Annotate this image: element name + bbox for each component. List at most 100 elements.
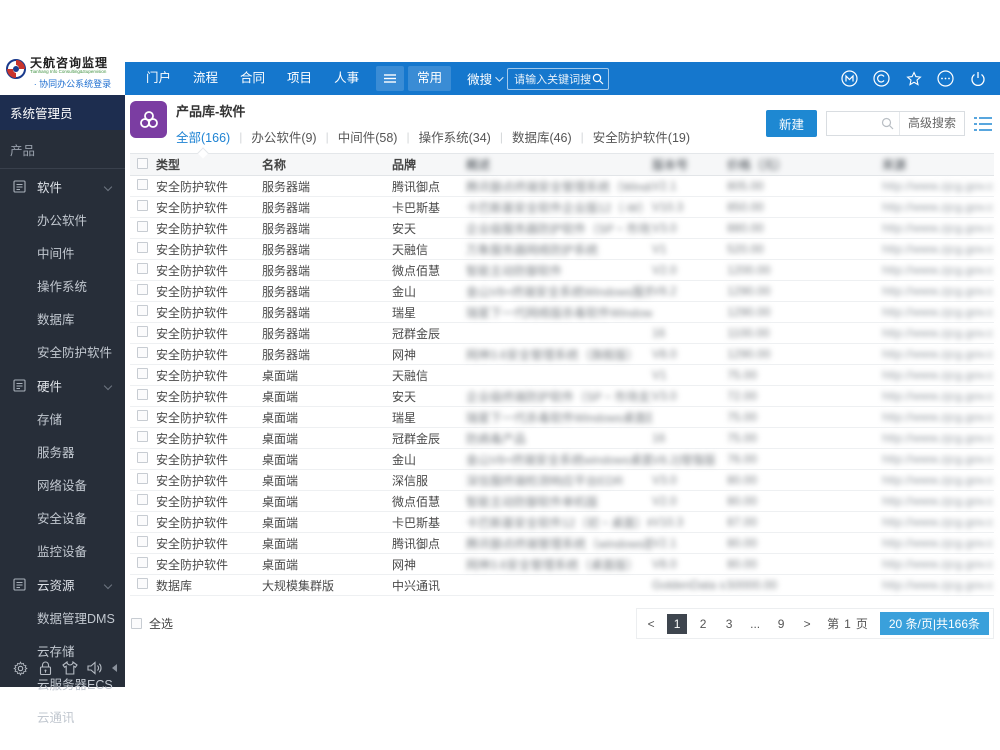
sidebar-group-3[interactable]: 云资源: [0, 567, 125, 601]
nav-item-3[interactable]: 合同: [240, 71, 266, 85]
row-checkbox[interactable]: [137, 452, 148, 463]
more-modules-button[interactable]: [376, 66, 405, 91]
source-cell: http://www.zjcg.gov.cn/djg/: [882, 221, 994, 235]
enterprise-e-icon[interactable]: [873, 70, 890, 87]
sidebar-group-1[interactable]: 软件: [0, 169, 125, 203]
sidebar-item-安全防护软件[interactable]: 安全防护软件: [37, 346, 113, 360]
sidebar-item-云服务器ECS[interactable]: 云服务器ECS: [37, 678, 113, 692]
sidebar-item-存储[interactable]: 存储: [37, 413, 63, 427]
power-logout-icon[interactable]: [969, 70, 986, 87]
col-header-7[interactable]: 来源: [882, 158, 907, 172]
sidebar-item-数据管理DMS[interactable]: 数据管理DMS: [37, 612, 115, 626]
page-button-1[interactable]: 1: [667, 613, 688, 634]
row-checkbox[interactable]: [137, 263, 148, 274]
sidebar-item-中间件[interactable]: 中间件: [37, 247, 75, 261]
tab-5[interactable]: 数据库(46): [511, 131, 572, 145]
col-header-3[interactable]: 品牌: [392, 158, 417, 172]
col-header-2[interactable]: 名称: [262, 158, 287, 172]
sidebar-item-监控设备[interactable]: 监控设备: [37, 545, 88, 559]
row-checkbox[interactable]: [137, 389, 148, 400]
page-button-2[interactable]: 2: [699, 616, 707, 631]
nav-item-1[interactable]: 门户: [146, 71, 172, 85]
row-checkbox[interactable]: [137, 494, 148, 505]
select-all-checkbox[interactable]: [131, 618, 142, 629]
jump-input[interactable]: 1: [844, 616, 851, 631]
table-row: 安全防护软件 桌面端 天融信 V1 75.00 http://www.zjcg.gov.c…: [130, 365, 994, 386]
row-checkbox[interactable]: [137, 221, 148, 232]
row-checkbox-cell: [130, 389, 156, 403]
theme-shirt-icon[interactable]: [62, 660, 78, 676]
page-size-summary[interactable]: 20 条/页|共166条: [879, 612, 989, 635]
col-header-4[interactable]: 概述: [466, 158, 491, 172]
search-scope-dropdown[interactable]: 微搜: [467, 69, 504, 88]
tab-3[interactable]: 中间件(58): [337, 131, 398, 145]
row-checkbox[interactable]: [137, 200, 148, 211]
nav-item-changyong[interactable]: 常用: [408, 66, 452, 91]
list-view-icon[interactable]: [974, 116, 992, 132]
header-checkbox[interactable]: [137, 157, 148, 169]
row-checkbox[interactable]: [137, 242, 148, 253]
sidebar-item-操作系统[interactable]: 操作系统: [37, 280, 88, 294]
tab-4[interactable]: 操作系统(34): [418, 131, 491, 145]
sidebar-section-product[interactable]: 产品: [0, 130, 125, 169]
row-checkbox[interactable]: [137, 305, 148, 316]
sidebar-item-安全设备[interactable]: 安全设备: [37, 512, 88, 526]
favorites-star-icon[interactable]: [905, 70, 922, 87]
row-checkbox[interactable]: [137, 326, 148, 337]
next-page-button[interactable]: >: [803, 616, 811, 631]
sound-speaker-icon[interactable]: [87, 660, 103, 676]
desc-cell: 网神3.6安全管理系统（旗舰版）: [466, 347, 639, 362]
row-checkbox[interactable]: [137, 515, 148, 526]
col-header-1[interactable]: 类型: [156, 158, 181, 172]
advanced-search-button[interactable]: 高级搜索: [898, 112, 964, 135]
tab-1[interactable]: 全部(166): [176, 127, 230, 146]
global-search-input[interactable]: 请输入关键词搜: [507, 67, 610, 90]
prev-page-button[interactable]: <: [647, 616, 655, 631]
type-cell: 安全防护软件: [156, 242, 229, 257]
tab-separator: |: [325, 129, 329, 144]
row-checkbox[interactable]: [137, 179, 148, 190]
sidebar-item-服务器[interactable]: 服务器: [37, 446, 75, 460]
row-checkbox[interactable]: [137, 578, 148, 589]
table-search-input[interactable]: [827, 112, 899, 135]
tab-6[interactable]: 安全防护软件(19): [592, 131, 691, 145]
col-header-5[interactable]: 版本号: [652, 158, 689, 172]
page-button-9[interactable]: 9: [777, 616, 785, 631]
new-button[interactable]: 新建: [765, 110, 817, 137]
price-cell: 75.00: [727, 431, 758, 445]
sidebar-item-网络设备[interactable]: 网络设备: [37, 479, 88, 493]
tab-2[interactable]: 办公软件(9): [251, 131, 317, 145]
sidebar-item-办公软件[interactable]: 办公软件: [37, 214, 88, 228]
row-checkbox[interactable]: [137, 536, 148, 547]
sidebar-item-数据库[interactable]: 数据库: [37, 313, 75, 327]
row-checkbox[interactable]: [137, 431, 148, 442]
row-checkbox[interactable]: [137, 473, 148, 484]
jump-prefix: 第: [827, 617, 840, 631]
nav-item-2[interactable]: 流程: [193, 71, 219, 85]
row-checkbox[interactable]: [137, 284, 148, 295]
price-cell: 50000.00: [727, 578, 778, 592]
message-m-icon[interactable]: [841, 70, 858, 87]
oa-login-link[interactable]: · 协同办公系统登录: [33, 79, 112, 89]
sidebar-item-云通讯[interactable]: 云通讯: [37, 711, 75, 725]
sidebar-item-云存储[interactable]: 云存储: [37, 645, 75, 659]
row-checkbox[interactable]: [137, 368, 148, 379]
sidebar-collapse-icon[interactable]: [112, 664, 117, 672]
row-checkbox[interactable]: [137, 347, 148, 358]
version-cell: V10.3: [652, 200, 684, 214]
settings-gear-icon[interactable]: [12, 660, 28, 676]
nav-item-4[interactable]: 项目: [287, 71, 313, 85]
more-options-icon[interactable]: [937, 70, 954, 87]
row-checkbox[interactable]: [137, 557, 148, 568]
sidebar-group-2[interactable]: 硬件: [0, 368, 125, 402]
col-header-6[interactable]: 价格（元）: [727, 158, 788, 172]
nav-item-5[interactable]: 人事: [334, 71, 360, 85]
page-button-3[interactable]: 3: [725, 616, 733, 631]
row-checkbox[interactable]: [137, 410, 148, 421]
search-placeholder: 请输入关键词搜: [514, 73, 592, 86]
lock-icon[interactable]: [37, 660, 53, 676]
role-badge[interactable]: 系统管理员: [0, 95, 125, 130]
page-buttons: 1 2 3... 9: [667, 613, 791, 634]
select-all[interactable]: 全选: [130, 615, 173, 632]
type-cell: 安全防护软件: [156, 263, 229, 278]
